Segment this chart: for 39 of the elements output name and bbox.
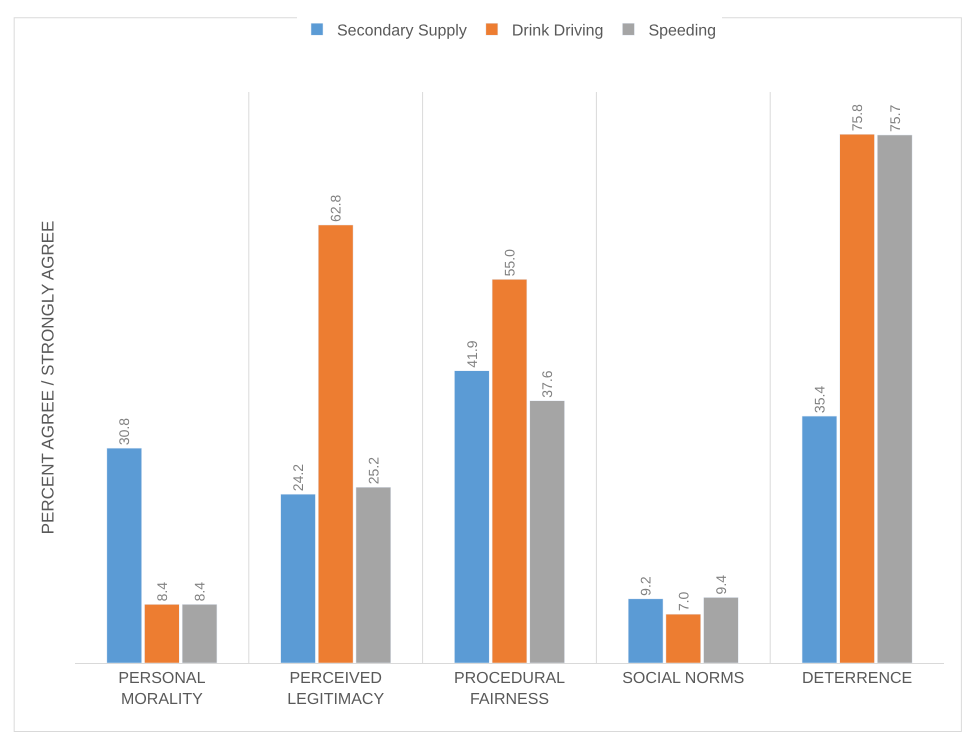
data-label: 35.4: [811, 386, 828, 414]
bar: [280, 494, 316, 663]
legend-label: Secondary Supply: [337, 22, 467, 40]
bar: [666, 614, 701, 663]
bar: [530, 400, 565, 663]
bar: [839, 134, 875, 663]
data-label: 75.8: [849, 104, 866, 132]
bar: [877, 134, 912, 663]
bar: [802, 416, 838, 663]
data-label: 9.2: [638, 576, 654, 596]
data-label: 9.4: [712, 574, 729, 594]
legend-label: Speeding: [648, 22, 716, 40]
data-label: 41.9: [464, 340, 480, 368]
data-label: 55.0: [502, 248, 518, 276]
data-label: 24.2: [290, 464, 306, 492]
bar: [703, 597, 739, 663]
x-tick-label: PROCEDURAL FAIRNESS: [454, 670, 566, 708]
data-label: 25.2: [365, 456, 382, 484]
bar: [318, 224, 354, 663]
legend-label: Drink Driving: [512, 22, 604, 40]
x-tick-label: SOCIAL NORMS: [622, 670, 744, 688]
bar: [106, 448, 142, 663]
bar: [144, 604, 180, 663]
data-label: 7.0: [675, 592, 692, 612]
data-label: 8.4: [154, 582, 170, 602]
bar: [182, 604, 218, 663]
data-label: 37.6: [539, 370, 556, 398]
bar: [628, 598, 664, 663]
data-label: 75.7: [886, 104, 903, 132]
data-label: 8.4: [192, 582, 208, 602]
data-label: 30.8: [116, 418, 132, 446]
x-tick-label: PERCEIVED LEGITIMACY: [287, 670, 384, 708]
x-tick-label: PERSONAL MORALITY: [118, 670, 206, 708]
bar: [454, 370, 490, 663]
bar: [356, 486, 391, 663]
data-label: 62.8: [328, 194, 344, 222]
bar: [492, 279, 528, 663]
x-tick-label: DETERRENCE: [802, 670, 912, 688]
y-axis-title: PERCENT AGREE / STRONGLY AGREE: [38, 220, 58, 534]
